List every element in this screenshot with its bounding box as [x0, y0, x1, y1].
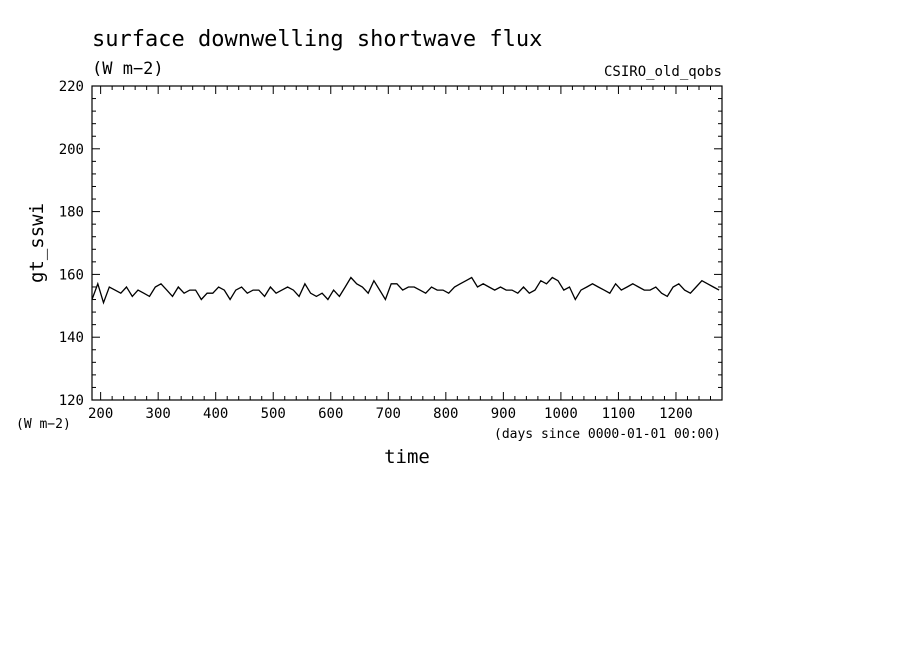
x-tick-label: 1000: [544, 406, 578, 422]
plot-frame: [91, 85, 723, 401]
x-tick-label: 300: [146, 406, 171, 422]
y-tick-label: 160: [59, 267, 84, 283]
chart-title: surface downwelling shortwave flux: [92, 27, 542, 52]
y-axis-label: gt_sswi: [26, 203, 48, 283]
axis-ticks: [92, 85, 723, 401]
y-tick-labels: 120 140 160 180 200 220: [59, 79, 84, 409]
x-tick-label: 200: [88, 406, 113, 422]
x-tick-label: 900: [491, 406, 516, 422]
x-tick-label: 800: [433, 406, 458, 422]
chart-units: (W m−2): [92, 59, 164, 79]
y-unit-label: (W m−2): [16, 417, 71, 432]
x-tick-label: 700: [376, 406, 401, 422]
x-tick-label: 600: [318, 406, 343, 422]
x-axis-label: time: [384, 446, 430, 468]
series-line: [91, 276, 720, 305]
x-tick-label: 500: [261, 406, 286, 422]
x-tick-labels: 200 300 400 500 600 700 800 900 1000 1100 1200: [88, 406, 693, 422]
y-tick-label: 180: [59, 205, 84, 221]
x-tick-label: 1200: [659, 406, 693, 422]
y-tick-label: 220: [59, 79, 84, 95]
y-tick-label: 120: [59, 393, 84, 409]
x-unit-label: (days since 0000-01-01 00:00): [494, 427, 721, 442]
x-tick-label: 400: [203, 406, 228, 422]
x-tick-label: 1100: [602, 406, 636, 422]
y-tick-label: 200: [59, 142, 84, 158]
y-tick-label: 140: [59, 330, 84, 346]
source-label: CSIRO_old_qobs: [604, 64, 722, 80]
